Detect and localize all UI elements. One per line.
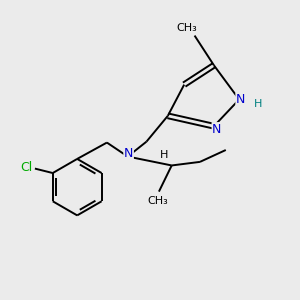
Text: N: N [212,123,222,136]
Text: CH₃: CH₃ [177,23,197,33]
Text: H: H [160,150,169,160]
Text: H: H [254,99,263,109]
Text: N: N [236,93,245,106]
Text: Cl: Cl [20,160,32,174]
Text: N: N [124,147,133,160]
Text: CH₃: CH₃ [147,196,168,206]
